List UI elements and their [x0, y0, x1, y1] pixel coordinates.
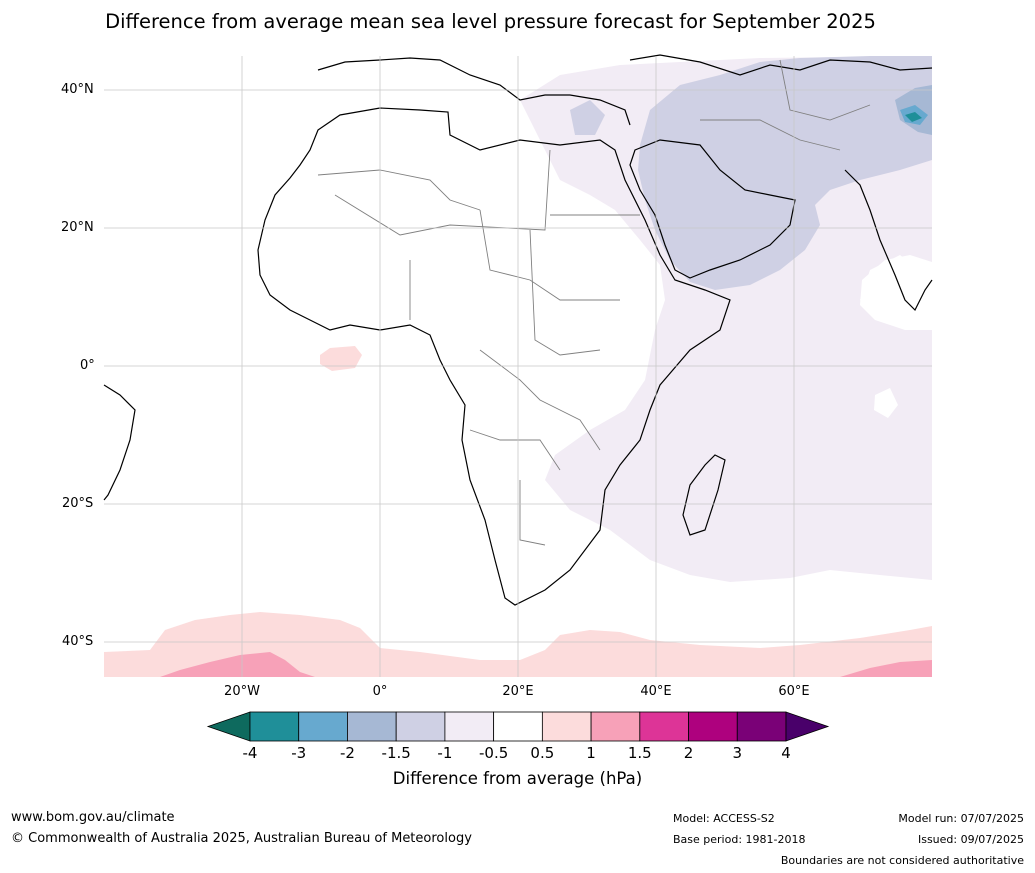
colorbar-cell — [736, 711, 787, 742]
colorbar-cell — [590, 711, 641, 742]
lat-label-20s: 20°S — [62, 496, 94, 511]
colorbar-tick-label: -4 — [242, 744, 258, 762]
graticule — [104, 56, 932, 677]
lat-label-40s: 40°S — [62, 634, 94, 649]
africa-landmass — [257, 107, 731, 606]
colorbar-tick-label: -0.5 — [478, 744, 509, 762]
colorbar-tick-label: -1.5 — [381, 744, 411, 762]
map-title: Difference from average mean sea level p… — [105, 10, 876, 33]
colorbar-tick-label: 1 — [586, 744, 596, 762]
colorbar-tick-label: 3 — [732, 744, 743, 762]
colorbar-cell — [249, 711, 300, 742]
lon-label-20w: 20°W — [224, 684, 260, 699]
footer-model: Model: ACCESS-S2 — [673, 812, 775, 825]
colorbar-cell — [639, 711, 689, 742]
colorbar-cell — [298, 711, 348, 742]
arabia — [629, 139, 796, 279]
footer-website: www.bom.gov.au/climate — [11, 810, 175, 825]
anomaly-region-minus-one — [638, 56, 932, 290]
colorbar-cell — [444, 711, 495, 742]
anomaly-region-plus-small — [320, 346, 362, 371]
lon-label-40e: 40°E — [640, 684, 672, 699]
colorbar-cell — [688, 711, 738, 742]
colorbar-tick-label: 0.5 — [530, 744, 555, 762]
anomaly-region-plus-one-half — [160, 652, 315, 677]
footer-issued: Issued: 09/07/2025 — [917, 833, 1024, 846]
colorbar-tick-label: 4 — [781, 744, 791, 762]
footer-copyright: © Commonwealth of Australia 2025, Austra… — [11, 831, 472, 846]
colorbar-tick-label: 1.5 — [627, 744, 652, 762]
madagascar — [682, 454, 726, 536]
anomaly-region-plus-one — [104, 612, 932, 677]
lon-label-0: 0° — [372, 684, 388, 699]
colorbar-cell — [541, 711, 592, 742]
country-borders — [317, 59, 871, 546]
colorbar-tick-label: -1 — [437, 744, 453, 762]
lon-label-60e: 60°E — [778, 684, 810, 699]
lat-label-0: 0° — [80, 358, 95, 373]
footer-disclaimer: Boundaries are not considered authoritat… — [780, 854, 1024, 867]
colorbar-extend-high — [785, 711, 830, 742]
footer-base-period: Base period: 1981-2018 — [673, 833, 806, 846]
colorbar-cell — [493, 711, 543, 742]
colorbar-tick-label: -2 — [339, 744, 355, 762]
colorbar-tick-label: -3 — [291, 744, 307, 762]
colorbar-extend-low — [206, 711, 251, 742]
lon-label-20e: 20°E — [502, 684, 534, 699]
colorbar-cell — [395, 711, 446, 742]
colorbar-cell — [347, 711, 397, 742]
colorbar-tick-label: 2 — [683, 744, 694, 762]
lat-label-40n: 40°N — [61, 82, 94, 97]
lat-label-20n: 20°N — [61, 220, 94, 235]
footer-model-run: Model run: 07/07/2025 — [898, 812, 1024, 825]
india — [844, 169, 933, 312]
colorbar-label: Difference from average (hPa) — [392, 769, 643, 788]
south-america — [103, 384, 136, 501]
